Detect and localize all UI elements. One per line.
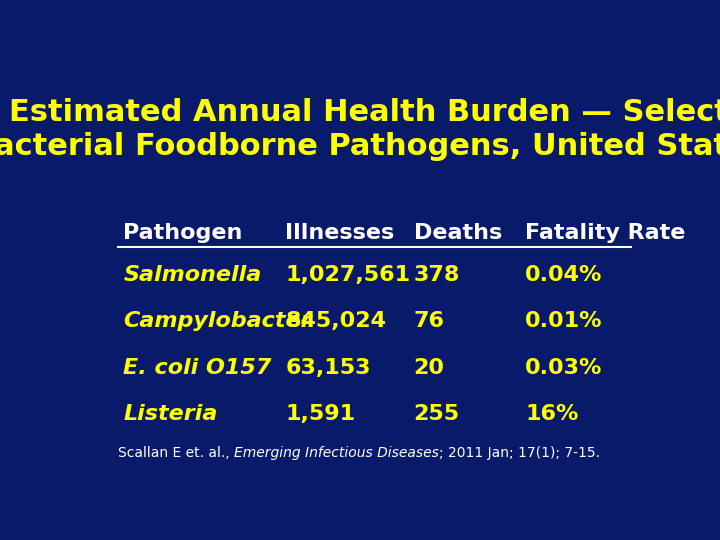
Text: 1,591: 1,591 xyxy=(285,404,356,424)
Text: 255: 255 xyxy=(413,404,460,424)
Text: E. coli O157: E. coli O157 xyxy=(124,358,272,378)
Text: 0.04%: 0.04% xyxy=(526,265,603,285)
Text: Scallan E et. al.,: Scallan E et. al., xyxy=(118,446,234,460)
Text: Campylobacter: Campylobacter xyxy=(124,312,312,332)
Text: Pathogen: Pathogen xyxy=(124,223,243,243)
Text: Salmonella: Salmonella xyxy=(124,265,262,285)
Text: 20: 20 xyxy=(413,358,445,378)
Text: Illnesses: Illnesses xyxy=(285,223,395,243)
Text: 0.03%: 0.03% xyxy=(526,358,603,378)
Text: 1,027,561: 1,027,561 xyxy=(285,265,410,285)
Text: 63,153: 63,153 xyxy=(285,358,371,378)
Text: Emerging Infectious Diseases: Emerging Infectious Diseases xyxy=(234,446,438,460)
Text: Listeria: Listeria xyxy=(124,404,218,424)
Text: 16%: 16% xyxy=(526,404,579,424)
Text: 378: 378 xyxy=(413,265,460,285)
Text: 76: 76 xyxy=(413,312,445,332)
Text: Fatality Rate: Fatality Rate xyxy=(526,223,685,243)
Text: Deaths: Deaths xyxy=(413,223,502,243)
Text: 845,024: 845,024 xyxy=(285,312,387,332)
Text: 0.01%: 0.01% xyxy=(526,312,603,332)
Text: ; 2011 Jan; 17(1); 7-15.: ; 2011 Jan; 17(1); 7-15. xyxy=(438,446,600,460)
Text: Estimated Annual Health Burden — Select
Bacterial Foodborne Pathogens, United St: Estimated Annual Health Burden — Select … xyxy=(0,98,720,161)
